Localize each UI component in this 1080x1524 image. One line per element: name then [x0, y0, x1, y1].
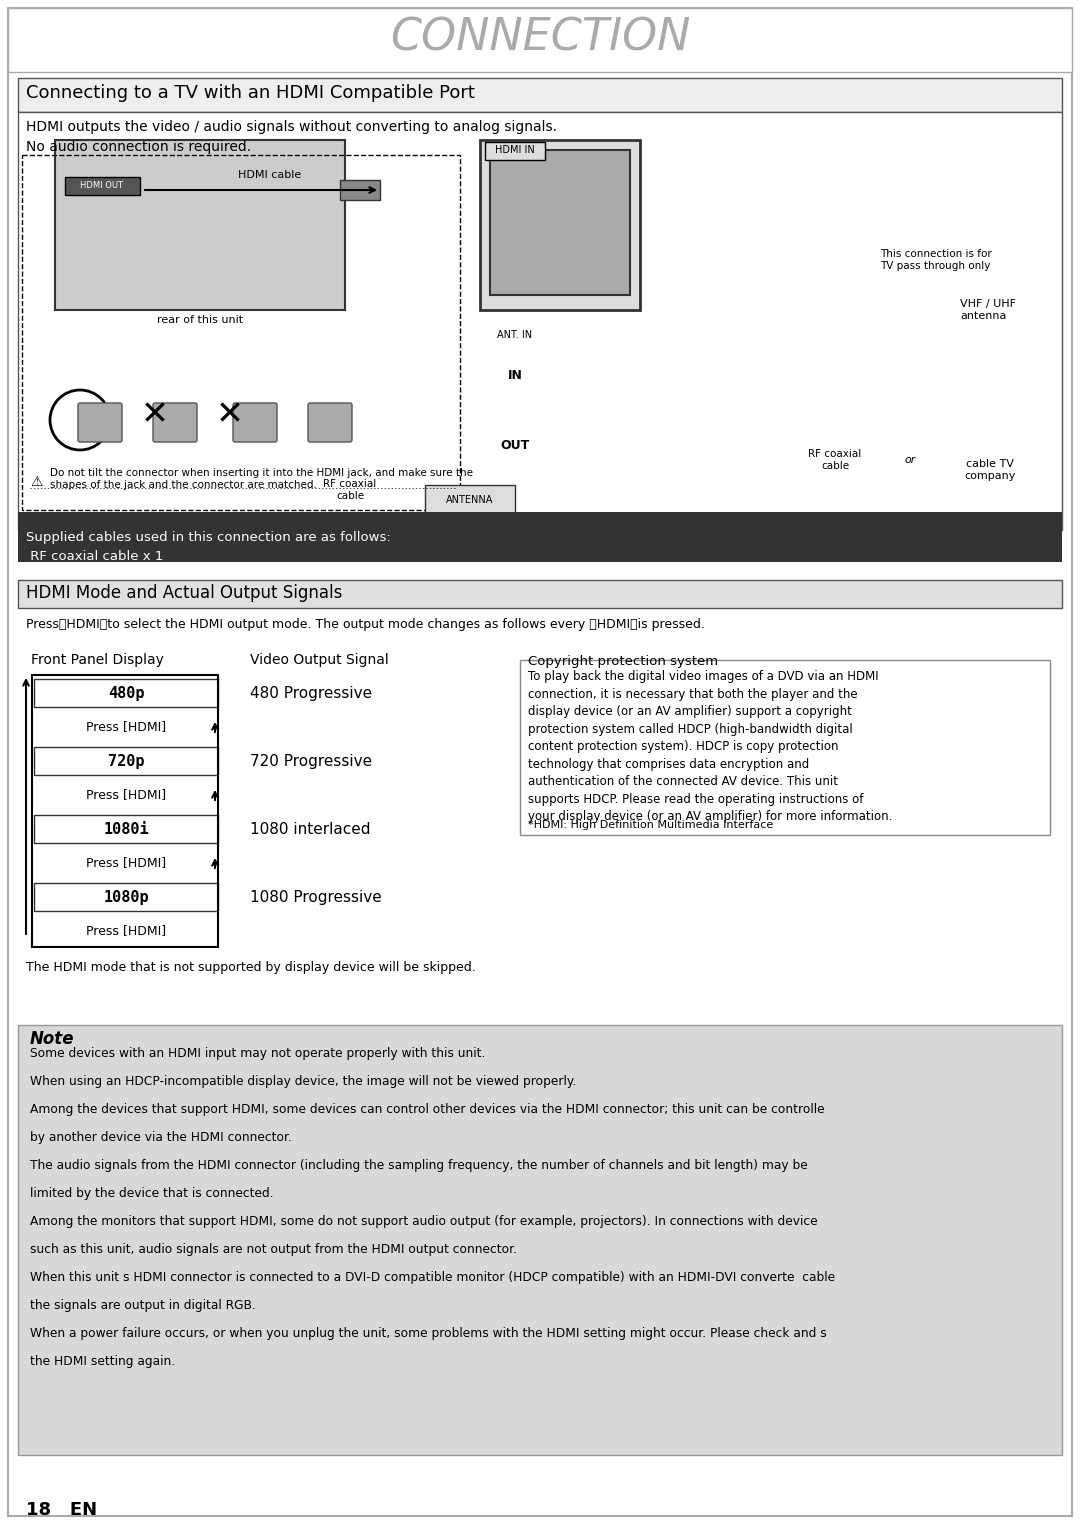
FancyBboxPatch shape: [18, 111, 1062, 530]
FancyBboxPatch shape: [8, 8, 1072, 1516]
FancyBboxPatch shape: [8, 8, 1072, 72]
FancyBboxPatch shape: [18, 512, 1062, 562]
Text: To play back the digital video images of a DVD via an HDMI
connection, it is nec: To play back the digital video images of…: [528, 671, 892, 823]
Text: Press【HDMI】to select the HDMI output mode. The output mode changes as follows ev: Press【HDMI】to select the HDMI output mod…: [26, 619, 705, 631]
Text: RF coaxial
cable: RF coaxial cable: [323, 479, 377, 501]
Text: HDMI OUT: HDMI OUT: [81, 180, 123, 189]
Text: OUT: OUT: [500, 439, 529, 451]
Text: Press [HDMI]: Press [HDMI]: [86, 721, 166, 733]
FancyBboxPatch shape: [33, 680, 218, 707]
Text: Among the devices that support HDMI, some devices can control other devices via : Among the devices that support HDMI, som…: [30, 1103, 825, 1116]
Text: 1080 interlaced: 1080 interlaced: [249, 821, 370, 837]
Text: 18   EN: 18 EN: [26, 1501, 97, 1519]
FancyBboxPatch shape: [18, 581, 1062, 608]
Text: Press [HDMI]: Press [HDMI]: [86, 925, 166, 937]
Text: RF coaxial
cable: RF coaxial cable: [808, 450, 862, 471]
Text: When this unit s HDMI connector is connected to a DVI-D compatible monitor (HDCP: When this unit s HDMI connector is conne…: [30, 1271, 835, 1285]
FancyBboxPatch shape: [308, 402, 352, 442]
FancyBboxPatch shape: [33, 882, 218, 911]
FancyBboxPatch shape: [33, 747, 218, 776]
Text: Note: Note: [30, 1030, 75, 1049]
Text: Do not tilt the connector when inserting it into the HDMI jack, and make sure th: Do not tilt the connector when inserting…: [50, 468, 473, 479]
Text: ANT. IN: ANT. IN: [498, 331, 532, 340]
FancyBboxPatch shape: [78, 402, 122, 442]
Text: the signals are output in digital RGB.: the signals are output in digital RGB.: [30, 1298, 256, 1312]
Text: 1080 Progressive: 1080 Progressive: [249, 890, 381, 905]
Text: When using an HDCP-incompatible display device, the image will not be viewed pro: When using an HDCP-incompatible display …: [30, 1074, 577, 1088]
Text: Copyright protection system: Copyright protection system: [528, 655, 718, 668]
Text: limited by the device that is connected.: limited by the device that is connected.: [30, 1187, 273, 1199]
Text: CONNECTION: CONNECTION: [390, 17, 690, 59]
Text: 480 Progressive: 480 Progressive: [249, 686, 373, 701]
FancyBboxPatch shape: [340, 180, 380, 200]
Text: 1080p: 1080p: [104, 890, 149, 905]
Text: This connection is for
TV pass through only: This connection is for TV pass through o…: [880, 250, 991, 271]
Text: or: or: [904, 456, 916, 465]
Text: ✕: ✕: [216, 398, 244, 431]
FancyBboxPatch shape: [426, 485, 515, 515]
FancyBboxPatch shape: [233, 402, 276, 442]
Text: shapes of the jack and the connector are matched.: shapes of the jack and the connector are…: [50, 480, 316, 491]
FancyBboxPatch shape: [55, 140, 345, 309]
Text: Press [HDMI]: Press [HDMI]: [86, 788, 166, 802]
Text: HDMI outputs the video / audio signals without converting to analog signals.
No : HDMI outputs the video / audio signals w…: [26, 120, 557, 154]
Text: *HDMI: High Definition Multimedia Interface: *HDMI: High Definition Multimedia Interf…: [528, 820, 773, 831]
Text: HDMI IN: HDMI IN: [495, 145, 535, 155]
Text: Supplied cables used in this connection are as follows:: Supplied cables used in this connection …: [26, 530, 391, 544]
Text: rear of this unit: rear of this unit: [157, 315, 243, 325]
Text: HDMI cable: HDMI cable: [239, 171, 301, 180]
FancyBboxPatch shape: [153, 402, 197, 442]
Text: The HDMI mode that is not supported by display device will be skipped.: The HDMI mode that is not supported by d…: [26, 962, 476, 974]
FancyBboxPatch shape: [485, 142, 545, 160]
Text: 720 Progressive: 720 Progressive: [249, 753, 373, 768]
Text: ✕: ✕: [141, 398, 168, 431]
FancyBboxPatch shape: [480, 140, 640, 309]
Text: ANTENNA: ANTENNA: [446, 495, 494, 504]
Text: ⚠: ⚠: [30, 475, 42, 489]
Text: Press [HDMI]: Press [HDMI]: [86, 856, 166, 870]
Text: The audio signals from the HDMI connector (including the sampling frequency, the: The audio signals from the HDMI connecto…: [30, 1158, 808, 1172]
Text: 1080i: 1080i: [104, 821, 149, 837]
Text: 720p: 720p: [108, 753, 145, 768]
Text: by another device via the HDMI connector.: by another device via the HDMI connector…: [30, 1131, 292, 1145]
Text: RF coaxial cable x 1
Please purchase the rest of the necessary cables at your lo: RF coaxial cable x 1 Please purchase the…: [26, 550, 483, 578]
Text: Connecting to a TV with an HDMI Compatible Port: Connecting to a TV with an HDMI Compatib…: [26, 84, 475, 102]
Text: the HDMI setting again.: the HDMI setting again.: [30, 1355, 175, 1369]
FancyBboxPatch shape: [33, 815, 218, 843]
Text: When a power failure occurs, or when you unplug the unit, some problems with the: When a power failure occurs, or when you…: [30, 1327, 827, 1340]
Text: VHF / UHF
antenna: VHF / UHF antenna: [960, 299, 1016, 320]
Text: Among the monitors that support HDMI, some do not support audio output (for exam: Among the monitors that support HDMI, so…: [30, 1215, 818, 1228]
Text: cable TV
company: cable TV company: [964, 459, 1015, 480]
Text: such as this unit, audio signals are not output from the HDMI output connector.: such as this unit, audio signals are not…: [30, 1244, 517, 1256]
Text: HDMI Mode and Actual Output Signals: HDMI Mode and Actual Output Signals: [26, 584, 342, 602]
FancyBboxPatch shape: [18, 78, 1062, 111]
Text: Some devices with an HDMI input may not operate properly with this unit.: Some devices with an HDMI input may not …: [30, 1047, 485, 1061]
Text: Video Output Signal: Video Output Signal: [249, 652, 389, 668]
Text: 480p: 480p: [108, 686, 145, 701]
FancyBboxPatch shape: [490, 149, 630, 296]
Text: IN: IN: [508, 369, 523, 381]
FancyBboxPatch shape: [18, 1026, 1062, 1455]
Text: Front Panel Display: Front Panel Display: [31, 652, 164, 668]
FancyBboxPatch shape: [519, 660, 1050, 835]
FancyBboxPatch shape: [65, 177, 140, 195]
